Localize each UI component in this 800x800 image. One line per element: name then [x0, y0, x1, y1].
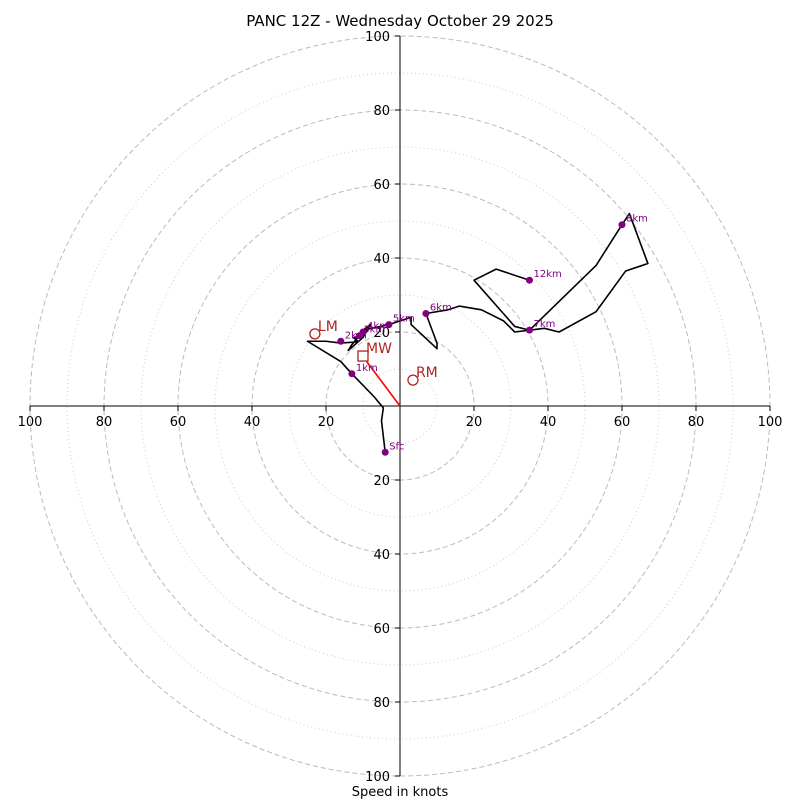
height-label-12km: 12km — [534, 269, 562, 280]
shear-vector-line — [366, 361, 401, 407]
chart-title: PANC 12Z - Wednesday October 29 2025 — [246, 12, 554, 30]
storm-motions: LM RM MW — [309, 319, 438, 386]
y-tick-label: 60 — [373, 178, 390, 193]
y-tick-label: 80 — [373, 696, 390, 711]
height-label-1km: 1km — [356, 363, 378, 374]
height-marker-1km — [348, 370, 356, 378]
x-tick-label: 100 — [18, 415, 43, 430]
x-tick-label: 60 — [614, 415, 631, 430]
storm-marker-RM — [407, 374, 419, 386]
height-label-2km: 2km — [345, 330, 367, 341]
height-marker-12km — [526, 276, 533, 284]
x-tick-label: 20 — [466, 415, 483, 430]
y-tick-label: 40 — [373, 252, 390, 267]
storm-label-MW: MW — [366, 341, 392, 357]
height-label-3km: 3km — [363, 325, 385, 336]
height-marker-4km — [359, 328, 367, 336]
height-label-8km: 8km — [626, 214, 648, 225]
height-label-Sfc: Sfc — [389, 441, 404, 452]
y-tick-label: 20 — [373, 474, 390, 489]
height-label-6km: 6km — [430, 303, 452, 314]
storm-marker-LM — [309, 328, 321, 340]
tick-labels: 100 80 60 40 20 20 40 60 80 100 100 80 60 40 20 20 40 60 8… — [18, 30, 783, 785]
x-tick-label: 40 — [244, 415, 261, 430]
storm-marker-MW — [357, 350, 369, 362]
y-tick-label: 100 — [365, 770, 390, 785]
x-tick-label: 100 — [758, 415, 783, 430]
height-label-4km: 4km — [367, 321, 389, 332]
storm-label-RM: RM — [416, 365, 438, 381]
hodograph-line — [306, 212, 649, 453]
height-marker-2km — [337, 337, 345, 345]
x-tick-label: 80 — [688, 415, 705, 430]
storm-label-LM: LM — [318, 319, 338, 335]
height-marker-Sfc — [381, 448, 389, 456]
y-tick-label: 40 — [373, 548, 390, 563]
height-marker-5km — [385, 321, 393, 329]
height-marker-7km — [526, 326, 533, 334]
x-tick-label: 80 — [96, 415, 113, 430]
y-tick-label: 60 — [373, 622, 390, 637]
height-marker-6km — [422, 310, 430, 317]
y-tick-label: 100 — [365, 30, 390, 45]
x-tick-label: 60 — [170, 415, 187, 430]
x-tick-label: 20 — [318, 415, 335, 430]
y-tick-label: 80 — [373, 104, 390, 119]
height-label-5km: 5km — [393, 314, 415, 325]
hodograph-trace — [306, 212, 649, 453]
x-axis-label: Speed in knots — [352, 785, 449, 800]
y-tick-label: 20 — [373, 326, 390, 341]
x-tick-label: 40 — [540, 415, 557, 430]
height-label-7km: 7km — [534, 319, 556, 330]
height-marker-8km — [618, 221, 626, 229]
